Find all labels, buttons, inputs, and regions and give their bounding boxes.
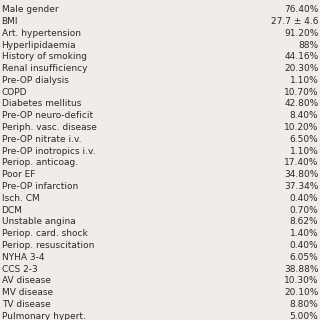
Text: Pre-OP infarction: Pre-OP infarction [2,182,78,191]
Text: Art. hypertension: Art. hypertension [2,29,81,38]
Text: 88%: 88% [298,41,318,50]
Text: 1.10%: 1.10% [290,76,318,85]
Text: 91.20%: 91.20% [284,29,318,38]
Text: MV disease: MV disease [2,288,53,297]
Text: Periop. card. shock: Periop. card. shock [2,229,87,238]
Text: Hyperlipidaemia: Hyperlipidaemia [2,41,76,50]
Text: 76.40%: 76.40% [284,5,318,14]
Text: Poor EF: Poor EF [2,170,35,179]
Text: 6.05%: 6.05% [290,253,318,262]
Text: 42.80%: 42.80% [284,100,318,108]
Text: 20.30%: 20.30% [284,64,318,73]
Text: 8.80%: 8.80% [290,300,318,309]
Text: 0.70%: 0.70% [290,206,318,215]
Text: 44.16%: 44.16% [284,52,318,61]
Text: 0.40%: 0.40% [290,241,318,250]
Text: Pre-OP inotropics i.v.: Pre-OP inotropics i.v. [2,147,95,156]
Text: 20.10%: 20.10% [284,288,318,297]
Text: Pre-OP dialysis: Pre-OP dialysis [2,76,68,85]
Text: 17.40%: 17.40% [284,158,318,167]
Text: History of smoking: History of smoking [2,52,87,61]
Text: BMI: BMI [2,17,18,26]
Text: Pre-OP neuro-deficit: Pre-OP neuro-deficit [2,111,93,120]
Text: 0.40%: 0.40% [290,194,318,203]
Text: Renal insufficiency: Renal insufficiency [2,64,87,73]
Text: 1.40%: 1.40% [290,229,318,238]
Text: 5.00%: 5.00% [290,312,318,320]
Text: 34.80%: 34.80% [284,170,318,179]
Text: DCM: DCM [2,206,22,215]
Text: Isch. CM: Isch. CM [2,194,39,203]
Text: 8.62%: 8.62% [290,217,318,227]
Text: 38.88%: 38.88% [284,265,318,274]
Text: Periop. anticoag.: Periop. anticoag. [2,158,78,167]
Text: Pre-OP nitrate i.v.: Pre-OP nitrate i.v. [2,135,81,144]
Text: Male gender: Male gender [2,5,58,14]
Text: 1.10%: 1.10% [290,147,318,156]
Text: TV disease: TV disease [2,300,50,309]
Text: CCS 2-3: CCS 2-3 [2,265,37,274]
Text: Diabetes mellitus: Diabetes mellitus [2,100,81,108]
Text: Periop. resuscitation: Periop. resuscitation [2,241,94,250]
Text: AV disease: AV disease [2,276,51,285]
Text: 10.30%: 10.30% [284,276,318,285]
Text: 10.20%: 10.20% [284,123,318,132]
Text: Periph. vasc. disease: Periph. vasc. disease [2,123,96,132]
Text: 37.34%: 37.34% [284,182,318,191]
Text: Pulmonary hypert.: Pulmonary hypert. [2,312,85,320]
Text: 10.70%: 10.70% [284,88,318,97]
Text: NYHA 3-4: NYHA 3-4 [2,253,44,262]
Text: COPD: COPD [2,88,27,97]
Text: 27.7 ± 4.6: 27.7 ± 4.6 [271,17,318,26]
Text: 6.50%: 6.50% [290,135,318,144]
Text: 8.40%: 8.40% [290,111,318,120]
Text: Unstable angina: Unstable angina [2,217,75,227]
